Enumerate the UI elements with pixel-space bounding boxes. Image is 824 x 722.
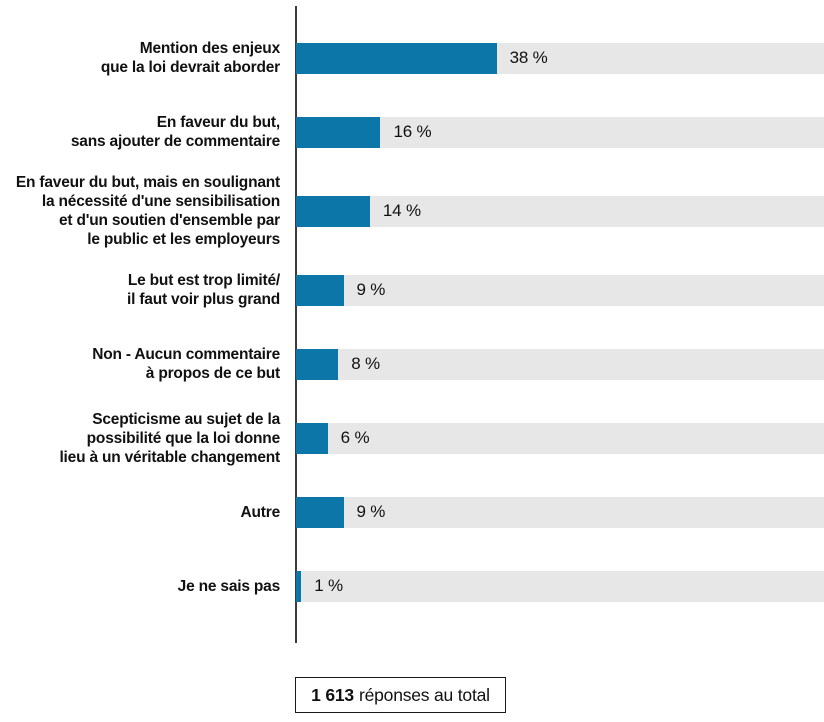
value-label: 14 % <box>382 201 421 220</box>
bar-row: Non - Aucun commentaire à propos de ce bu… <box>0 327 824 401</box>
bar <box>296 195 370 227</box>
bar <box>296 42 497 74</box>
value-label: 8 % <box>351 354 380 373</box>
bar <box>296 570 302 602</box>
y-axis-line <box>295 6 297 643</box>
category-label: En faveur du but, mais en soulignant la n… <box>15 174 280 248</box>
bar-track: 14 % <box>296 195 824 227</box>
bar-track: 8 % <box>296 348 824 380</box>
total-responses-label: réponses au total <box>358 684 490 705</box>
category-label: Mention des enjeux que la loi devrait abo… <box>100 40 280 76</box>
bar-row: Autre 9 % <box>0 475 824 549</box>
bar-row: Scepticisme au sujet de la possibilité qu… <box>0 401 824 475</box>
bar-track: 6 % <box>296 422 824 454</box>
bar-row: Je ne sais pas 1 % <box>0 549 824 623</box>
bar-row: En faveur du but, mais en soulignant la n… <box>0 169 824 253</box>
value-label: 16 % <box>393 122 432 141</box>
value-label: 38 % <box>509 48 548 67</box>
total-responses-box: 1 613 réponses au total <box>295 677 506 713</box>
value-label: 6 % <box>340 428 370 447</box>
bar-row: Le but est trop limité/il faut voir plus… <box>0 253 824 327</box>
value-label: 9 % <box>356 502 386 521</box>
bar <box>296 274 344 306</box>
bar-row: Mention des enjeux que la loi devrait abo… <box>0 21 824 95</box>
bar-track: 38 % <box>296 42 824 74</box>
category-label: Scepticisme au sujet de la possibilité qu… <box>59 410 280 466</box>
bar-track: 1 % <box>296 570 824 602</box>
category-label: Non - Aucun commentaire à propos de ce bu… <box>92 346 280 382</box>
value-label: 1 % <box>314 576 343 595</box>
category-label: En faveur du but, sans ajouter de comment… <box>70 114 280 150</box>
bar-track: 16 % <box>296 116 824 148</box>
bar <box>296 422 328 454</box>
bar <box>296 496 344 528</box>
category-label: Le but est trop limité/il faut voir plus… <box>127 272 280 308</box>
bar-row: En faveur du but, sans ajouter de comment… <box>0 95 824 169</box>
bar-track: 9 % <box>296 496 824 528</box>
bar-track: 9 % <box>296 274 824 306</box>
bar <box>296 116 381 148</box>
value-label: 9 % <box>356 280 386 299</box>
total-responses-value: 1 613 <box>311 684 354 705</box>
category-label: Je ne sais pas <box>177 577 281 595</box>
category-label: Autre <box>240 503 281 521</box>
bar-rows: Mention des enjeux que la loi devrait abo… <box>0 21 824 623</box>
bar <box>296 348 339 380</box>
